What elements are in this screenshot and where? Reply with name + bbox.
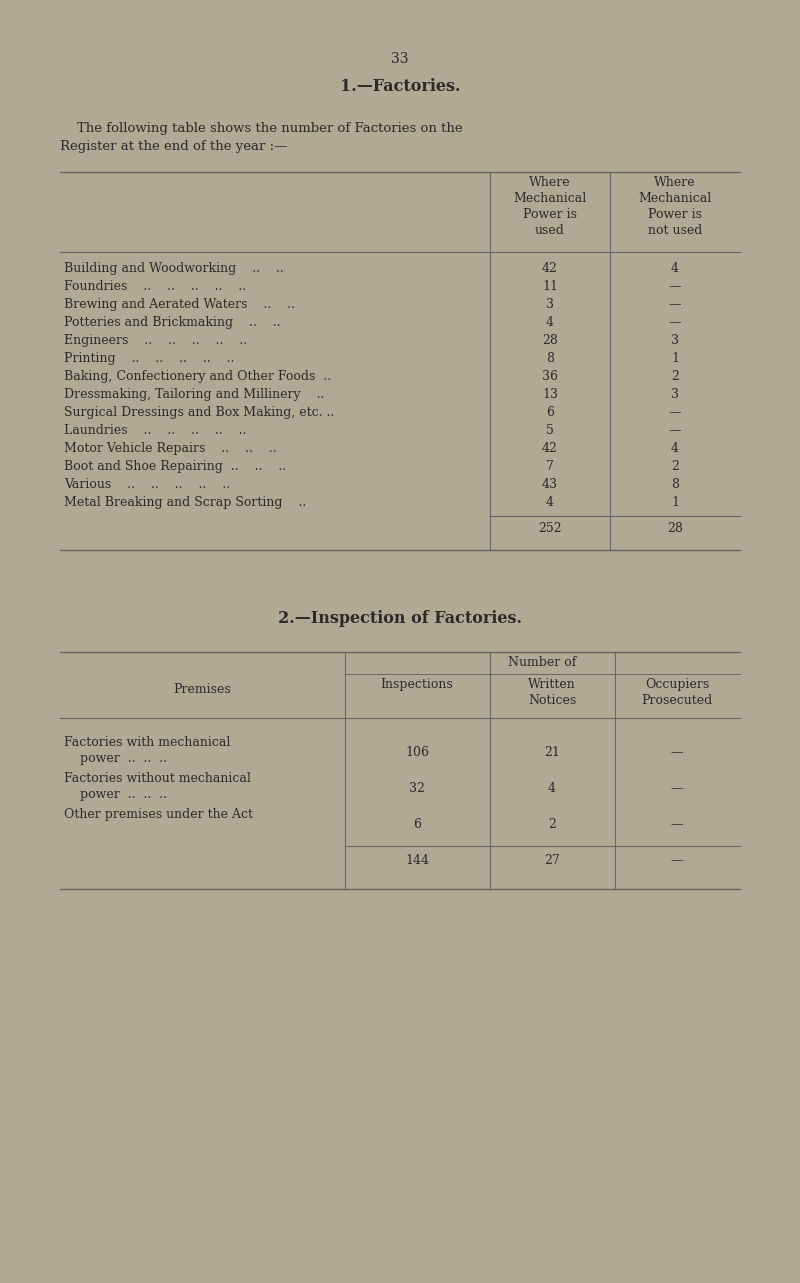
Text: —: — xyxy=(669,280,682,293)
Text: 106: 106 xyxy=(405,745,429,760)
Text: —: — xyxy=(669,298,682,310)
Text: 4: 4 xyxy=(671,443,679,455)
Text: 27: 27 xyxy=(544,854,560,867)
Text: Factories with mechanical
    power  ..  ..  ..: Factories with mechanical power .. .. .. xyxy=(64,736,230,765)
Text: 2: 2 xyxy=(671,461,679,473)
Text: 21: 21 xyxy=(544,745,560,760)
Text: 43: 43 xyxy=(542,479,558,491)
Text: 252: 252 xyxy=(538,522,562,535)
Text: —: — xyxy=(670,745,683,760)
Text: 2: 2 xyxy=(671,370,679,384)
Text: —: — xyxy=(669,316,682,328)
Text: Laundries    ..    ..    ..    ..    ..: Laundries .. .. .. .. .. xyxy=(64,423,246,438)
Text: 3: 3 xyxy=(671,387,679,402)
Text: 4: 4 xyxy=(546,316,554,328)
Text: 7: 7 xyxy=(546,461,554,473)
Text: Surgical Dressings and Box Making, etc. ..: Surgical Dressings and Box Making, etc. … xyxy=(64,405,334,420)
Text: 3: 3 xyxy=(671,334,679,346)
Text: Register at the end of the year :—: Register at the end of the year :— xyxy=(60,140,287,153)
Text: 8: 8 xyxy=(671,479,679,491)
Text: Foundries    ..    ..    ..    ..    ..: Foundries .. .. .. .. .. xyxy=(64,280,246,293)
Text: Where
Mechanical
Power is
used: Where Mechanical Power is used xyxy=(514,176,586,237)
Text: Number of: Number of xyxy=(508,656,576,668)
Text: Other premises under the Act: Other premises under the Act xyxy=(64,808,253,821)
Text: Boot and Shoe Repairing  ..    ..    ..: Boot and Shoe Repairing .. .. .. xyxy=(64,461,286,473)
Text: Printing    ..    ..    ..    ..    ..: Printing .. .. .. .. .. xyxy=(64,352,234,364)
Text: 28: 28 xyxy=(667,522,683,535)
Text: 4: 4 xyxy=(546,497,554,509)
Text: 1.—Factories.: 1.—Factories. xyxy=(340,78,460,95)
Text: —: — xyxy=(669,423,682,438)
Text: —: — xyxy=(670,783,683,795)
Text: 32: 32 xyxy=(409,783,425,795)
Text: 6: 6 xyxy=(413,819,421,831)
Text: 144: 144 xyxy=(405,854,429,867)
Text: Baking, Confectionery and Other Foods  ..: Baking, Confectionery and Other Foods .. xyxy=(64,370,331,384)
Text: —: — xyxy=(669,405,682,420)
Text: 8: 8 xyxy=(546,352,554,364)
Text: 6: 6 xyxy=(546,405,554,420)
Text: 36: 36 xyxy=(542,370,558,384)
Text: 4: 4 xyxy=(671,262,679,275)
Text: Where
Mechanical
Power is
not used: Where Mechanical Power is not used xyxy=(638,176,712,237)
Text: 33: 33 xyxy=(391,53,409,65)
Text: 11: 11 xyxy=(542,280,558,293)
Text: Various    ..    ..    ..    ..    ..: Various .. .. .. .. .. xyxy=(64,479,230,491)
Text: 2: 2 xyxy=(548,819,556,831)
Text: Metal Breaking and Scrap Sorting    ..: Metal Breaking and Scrap Sorting .. xyxy=(64,497,306,509)
Text: Building and Woodworking    ..    ..: Building and Woodworking .. .. xyxy=(64,262,284,275)
Text: —: — xyxy=(670,819,683,831)
Text: 13: 13 xyxy=(542,387,558,402)
Text: Written
Notices: Written Notices xyxy=(528,677,576,707)
Text: Brewing and Aerated Waters    ..    ..: Brewing and Aerated Waters .. .. xyxy=(64,298,295,310)
Text: 1: 1 xyxy=(671,352,679,364)
Text: 5: 5 xyxy=(546,423,554,438)
Text: 28: 28 xyxy=(542,334,558,346)
Text: 3: 3 xyxy=(546,298,554,310)
Text: Inspections: Inspections xyxy=(381,677,454,692)
Text: 1: 1 xyxy=(671,497,679,509)
Text: Premises: Premises xyxy=(173,684,231,697)
Text: Dressmaking, Tailoring and Millinery    ..: Dressmaking, Tailoring and Millinery .. xyxy=(64,387,324,402)
Text: The following table shows the number of Factories on the: The following table shows the number of … xyxy=(60,122,462,135)
Text: Occupiers
Prosecuted: Occupiers Prosecuted xyxy=(642,677,713,707)
Text: Engineers    ..    ..    ..    ..    ..: Engineers .. .. .. .. .. xyxy=(64,334,247,346)
Text: Factories without mechanical
    power  ..  ..  ..: Factories without mechanical power .. ..… xyxy=(64,772,251,801)
Text: 2.—Inspection of Factories.: 2.—Inspection of Factories. xyxy=(278,609,522,627)
Text: —: — xyxy=(670,854,683,867)
Text: 42: 42 xyxy=(542,443,558,455)
Text: 4: 4 xyxy=(548,783,556,795)
Text: Motor Vehicle Repairs    ..    ..    ..: Motor Vehicle Repairs .. .. .. xyxy=(64,443,277,455)
Text: 42: 42 xyxy=(542,262,558,275)
Text: Potteries and Brickmaking    ..    ..: Potteries and Brickmaking .. .. xyxy=(64,316,281,328)
